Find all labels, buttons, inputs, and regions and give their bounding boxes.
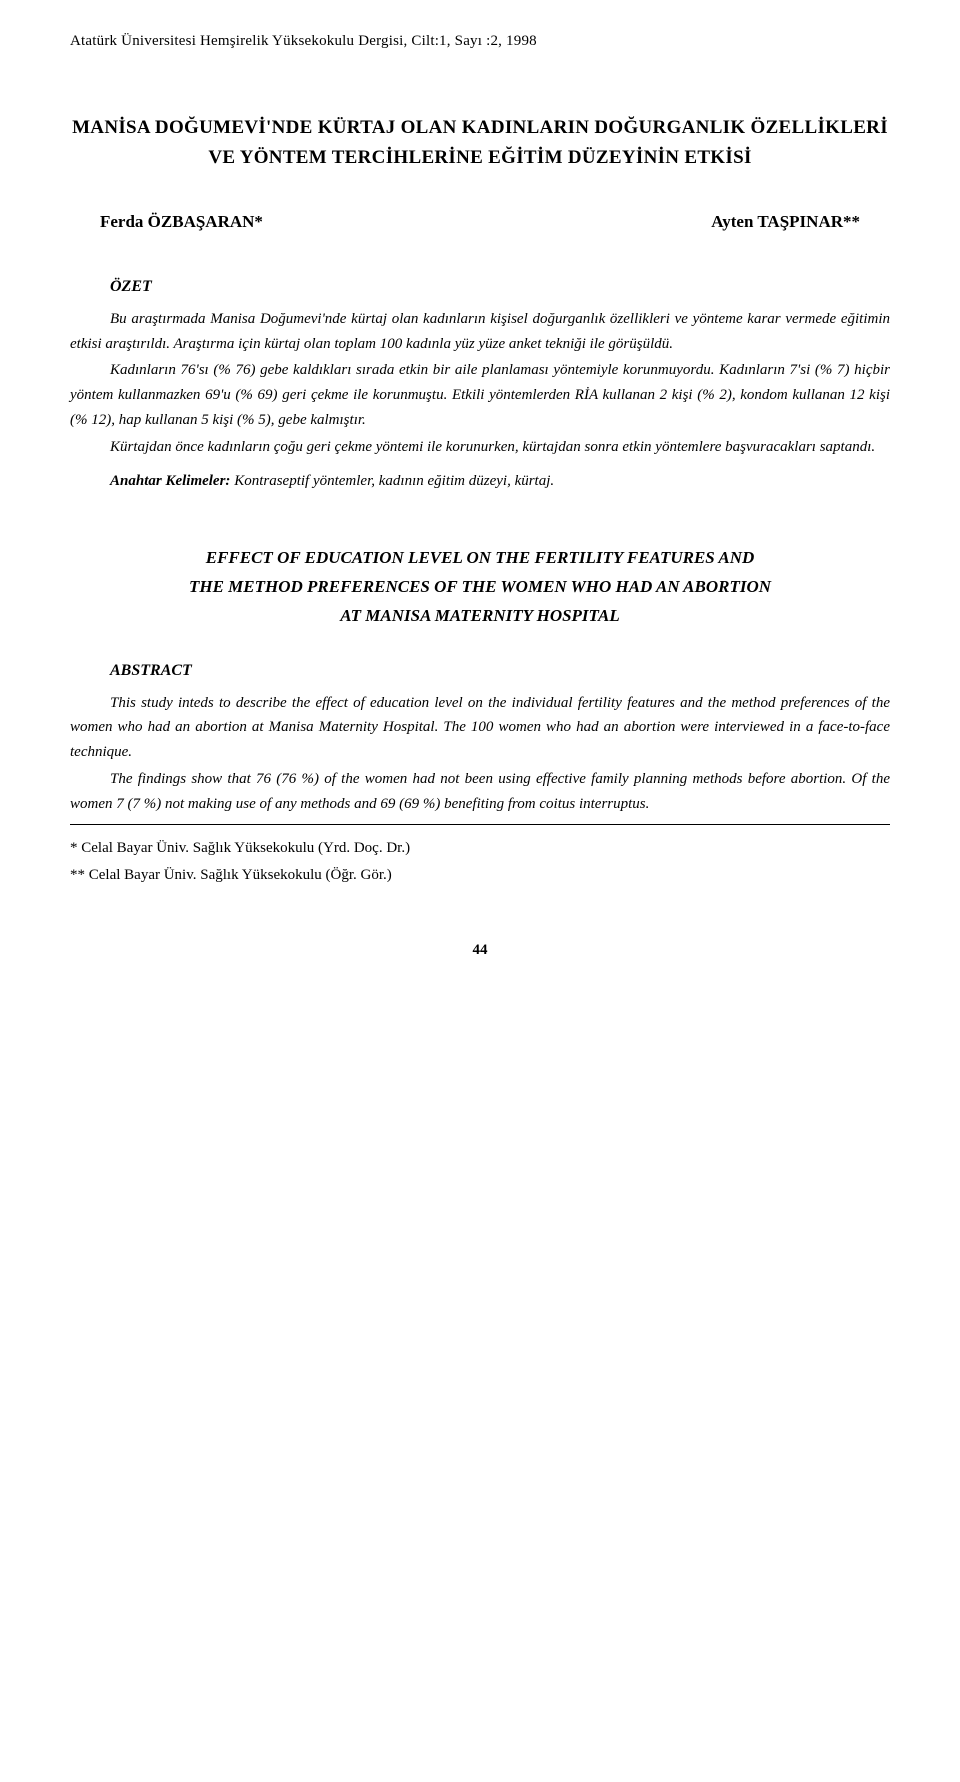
journal-header: Atatürk Üniversitesi Hemşirelik Yüksekok… [70, 30, 890, 53]
en-title-line-3: AT MANISA MATERNITY HOSPITAL [70, 602, 890, 631]
abstract-paragraph-2: The findings show that 76 (76 %) of the … [70, 767, 890, 817]
article-title-english: EFFECT OF EDUCATION LEVEL ON THE FERTILI… [70, 544, 890, 631]
ozet-paragraph-3: Kürtajdan önce kadınların çoğu geri çekm… [70, 435, 890, 460]
abstract-heading: ABSTRACT [110, 659, 890, 683]
en-title-line-2: THE METHOD PREFERENCES OF THE WOMEN WHO … [70, 573, 890, 602]
abstract-paragraph-1: This study inteds to describe the effect… [70, 691, 890, 765]
keywords-line: Anahtar Kelimeler: Kontraseptif yöntemle… [70, 469, 890, 494]
affiliation-1: * Celal Bayar Üniv. Sağlık Yüksekokulu (… [70, 835, 890, 862]
separator-line [70, 824, 890, 825]
abstract-body: This study inteds to describe the effect… [70, 691, 890, 817]
ozet-body: Bu araştırmada Manisa Doğumevi'nde kürta… [70, 307, 890, 460]
authors-row: Ferda ÖZBAŞARAN* Ayten TAŞPINAR** [70, 209, 890, 235]
ozet-paragraph-2: Kadınların 76'sı (% 76) gebe kaldıkları … [70, 358, 890, 432]
author-1: Ferda ÖZBAŞARAN* [100, 209, 263, 235]
keywords-text: Kontraseptif yöntemler, kadının eğitim d… [230, 473, 554, 489]
affiliation-2: ** Celal Bayar Üniv. Sağlık Yüksekokulu … [70, 862, 890, 889]
ozet-heading: ÖZET [110, 275, 890, 299]
affiliations: * Celal Bayar Üniv. Sağlık Yüksekokulu (… [70, 835, 890, 889]
ozet-paragraph-1: Bu araştırmada Manisa Doğumevi'nde kürta… [70, 307, 890, 357]
keywords-label: Anahtar Kelimeler: [110, 473, 230, 489]
article-title-turkish: MANİSA DOĞUMEVİ'NDE KÜRTAJ OLAN KADINLAR… [70, 113, 890, 174]
author-2: Ayten TAŞPINAR** [711, 209, 860, 235]
page-number: 44 [70, 939, 890, 962]
en-title-line-1: EFFECT OF EDUCATION LEVEL ON THE FERTILI… [70, 544, 890, 573]
